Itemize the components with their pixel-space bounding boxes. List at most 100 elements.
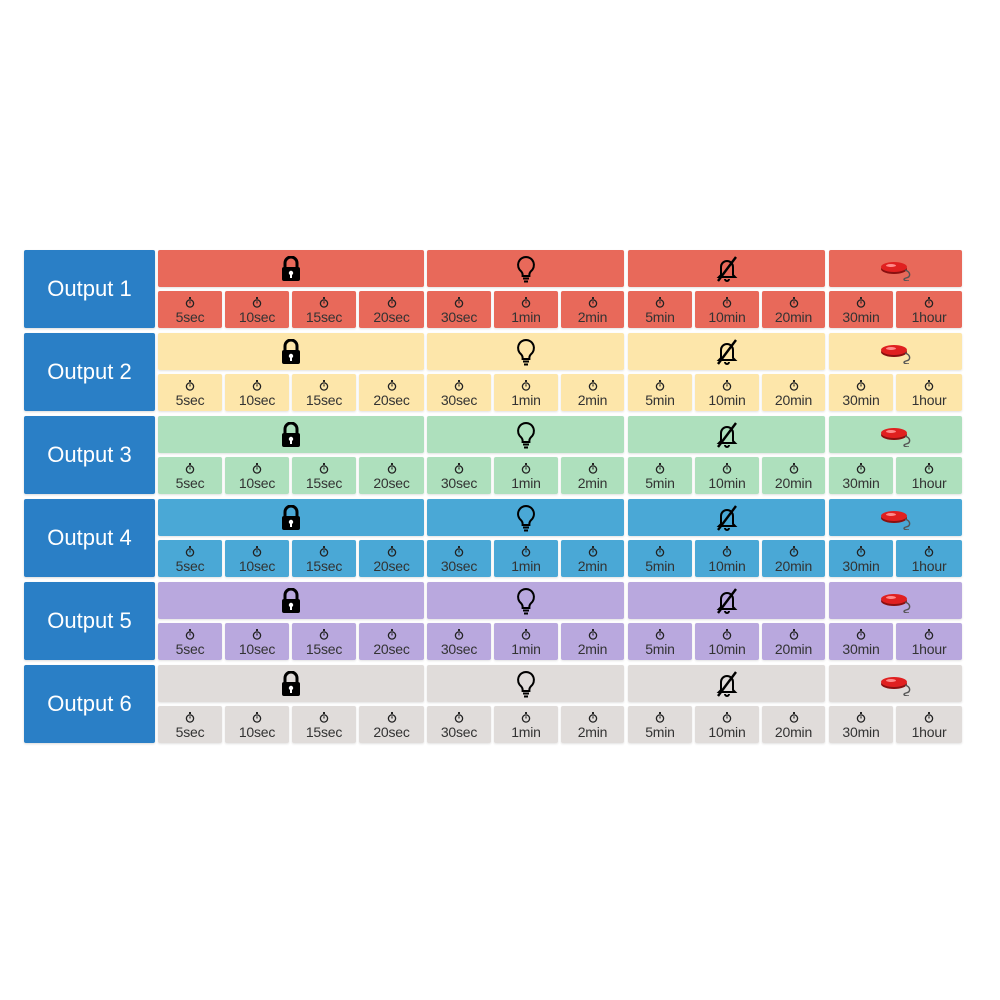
duration-cell[interactable]: 20min	[762, 540, 825, 577]
duration-cell[interactable]: 30sec	[427, 291, 491, 328]
duration-cell[interactable]: 10sec	[225, 457, 289, 494]
group-header-lock[interactable]	[158, 582, 424, 619]
duration-cell[interactable]: 1hour	[896, 706, 962, 743]
duration-cell[interactable]: 30sec	[427, 706, 491, 743]
duration-cell[interactable]: 20sec	[359, 706, 424, 743]
duration-cell[interactable]: 20min	[762, 291, 825, 328]
group-header-lock[interactable]	[158, 665, 424, 702]
group-header-light[interactable]	[427, 499, 624, 536]
duration-cell[interactable]: 2min	[561, 291, 624, 328]
group-header-bell-off[interactable]	[628, 665, 825, 702]
duration-cell[interactable]: 1min	[494, 706, 558, 743]
duration-cell[interactable]: 1hour	[896, 623, 962, 660]
duration-cell[interactable]: 10min	[695, 457, 759, 494]
duration-cell[interactable]: 1hour	[896, 374, 962, 411]
duration-cell[interactable]: 5sec	[158, 374, 222, 411]
output-label[interactable]: Output 1	[24, 250, 155, 328]
group-header-button[interactable]	[829, 665, 962, 702]
group-header-light[interactable]	[427, 250, 624, 287]
duration-cell[interactable]: 10sec	[225, 374, 289, 411]
duration-cell[interactable]: 10min	[695, 291, 759, 328]
duration-cell[interactable]: 30sec	[427, 623, 491, 660]
duration-cell[interactable]: 5min	[628, 291, 692, 328]
duration-cell[interactable]: 1hour	[896, 457, 962, 494]
duration-cell[interactable]: 15sec	[292, 540, 356, 577]
group-header-button[interactable]	[829, 416, 962, 453]
duration-cell[interactable]: 1hour	[896, 540, 962, 577]
duration-cell[interactable]: 5sec	[158, 291, 222, 328]
duration-cell[interactable]: 30min	[829, 623, 893, 660]
duration-cell[interactable]: 5min	[628, 540, 692, 577]
duration-cell[interactable]: 5min	[628, 374, 692, 411]
duration-cell[interactable]: 30min	[829, 374, 893, 411]
group-header-lock[interactable]	[158, 499, 424, 536]
group-header-light[interactable]	[427, 416, 624, 453]
group-header-light[interactable]	[427, 582, 624, 619]
duration-cell[interactable]: 5min	[628, 706, 692, 743]
group-header-button[interactable]	[829, 499, 962, 536]
duration-cell[interactable]: 20min	[762, 706, 825, 743]
group-header-bell-off[interactable]	[628, 416, 825, 453]
duration-cell[interactable]: 5sec	[158, 540, 222, 577]
output-label[interactable]: Output 2	[24, 333, 155, 411]
output-label[interactable]: Output 6	[24, 665, 155, 743]
duration-cell[interactable]: 2min	[561, 374, 624, 411]
group-header-light[interactable]	[427, 665, 624, 702]
duration-cell[interactable]: 30sec	[427, 374, 491, 411]
duration-cell[interactable]: 30sec	[427, 540, 491, 577]
duration-cell[interactable]: 10sec	[225, 623, 289, 660]
duration-cell[interactable]: 1min	[494, 457, 558, 494]
group-header-button[interactable]	[829, 333, 962, 370]
output-label[interactable]: Output 4	[24, 499, 155, 577]
group-header-bell-off[interactable]	[628, 582, 825, 619]
duration-cell[interactable]: 15sec	[292, 706, 356, 743]
duration-cell[interactable]: 10sec	[225, 291, 289, 328]
duration-cell[interactable]: 20sec	[359, 291, 424, 328]
duration-cell[interactable]: 2min	[561, 457, 624, 494]
duration-cell[interactable]: 20sec	[359, 623, 424, 660]
duration-cell[interactable]: 2min	[561, 706, 624, 743]
group-header-lock[interactable]	[158, 333, 424, 370]
duration-cell[interactable]: 10min	[695, 706, 759, 743]
duration-cell[interactable]: 1min	[494, 540, 558, 577]
duration-cell[interactable]: 30min	[829, 457, 893, 494]
duration-cell[interactable]: 20sec	[359, 374, 424, 411]
group-header-lock[interactable]	[158, 416, 424, 453]
duration-cell[interactable]: 10min	[695, 623, 759, 660]
duration-cell[interactable]: 10min	[695, 540, 759, 577]
group-header-button[interactable]	[829, 250, 962, 287]
duration-cell[interactable]: 15sec	[292, 623, 356, 660]
duration-cell[interactable]: 20sec	[359, 457, 424, 494]
duration-cell[interactable]: 30min	[829, 706, 893, 743]
duration-cell[interactable]: 5sec	[158, 706, 222, 743]
duration-cell[interactable]: 15sec	[292, 291, 356, 328]
group-header-bell-off[interactable]	[628, 333, 825, 370]
duration-cell[interactable]: 5min	[628, 623, 692, 660]
output-label[interactable]: Output 3	[24, 416, 155, 494]
duration-cell[interactable]: 1min	[494, 623, 558, 660]
duration-cell[interactable]: 30sec	[427, 457, 491, 494]
group-header-lock[interactable]	[158, 250, 424, 287]
duration-cell[interactable]: 5sec	[158, 457, 222, 494]
duration-cell[interactable]: 5min	[628, 457, 692, 494]
output-label[interactable]: Output 5	[24, 582, 155, 660]
duration-cell[interactable]: 20min	[762, 457, 825, 494]
duration-cell[interactable]: 20min	[762, 374, 825, 411]
duration-cell[interactable]: 10sec	[225, 706, 289, 743]
duration-cell[interactable]: 10min	[695, 374, 759, 411]
duration-cell[interactable]: 2min	[561, 623, 624, 660]
group-header-bell-off[interactable]	[628, 499, 825, 536]
duration-cell[interactable]: 20sec	[359, 540, 424, 577]
duration-cell[interactable]: 20min	[762, 623, 825, 660]
duration-cell[interactable]: 2min	[561, 540, 624, 577]
duration-cell[interactable]: 10sec	[225, 540, 289, 577]
duration-cell[interactable]: 30min	[829, 540, 893, 577]
duration-cell[interactable]: 15sec	[292, 374, 356, 411]
group-header-light[interactable]	[427, 333, 624, 370]
group-header-bell-off[interactable]	[628, 250, 825, 287]
duration-cell[interactable]: 30min	[829, 291, 893, 328]
duration-cell[interactable]: 1hour	[896, 291, 962, 328]
duration-cell[interactable]: 1min	[494, 291, 558, 328]
duration-cell[interactable]: 5sec	[158, 623, 222, 660]
group-header-button[interactable]	[829, 582, 962, 619]
